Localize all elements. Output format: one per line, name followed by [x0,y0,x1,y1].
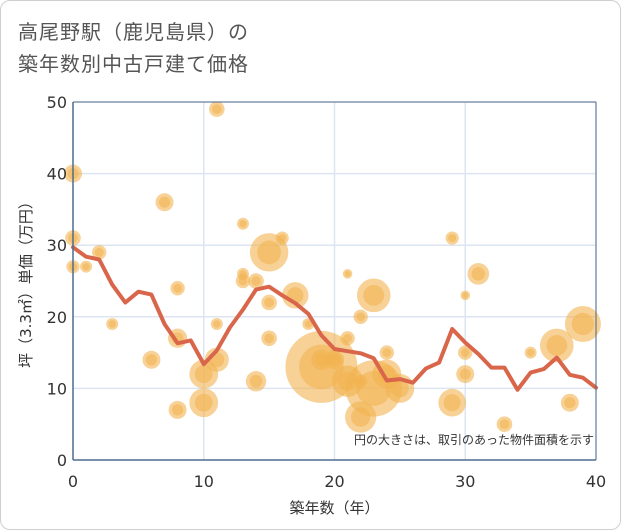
bubble-7 [155,193,174,212]
bubble-12 [189,388,219,418]
bubble-23 [261,330,277,347]
bubble-core [315,353,328,367]
average-line-series [71,245,598,392]
bubble-31 [340,331,355,346]
y-tick-label-5: 50 [47,93,67,112]
bubble-38 [379,345,394,360]
x-tick-label-0: 0 [68,472,78,491]
bubble-core [304,320,313,328]
y-tick-label-0: 0 [57,451,67,470]
bubble-core [264,297,274,308]
bubble-core [546,335,568,356]
bubble-core [278,233,287,243]
bubble-core [238,276,248,286]
bubble-48 [524,346,537,359]
bubble-14 [210,317,223,330]
bubble-core [264,333,274,344]
bubble-47 [496,416,513,433]
bubble-5 [106,317,119,330]
bubble-51 [564,305,601,342]
bubble-19 [248,273,264,289]
chart-title: 高尾野駅（鹿児島県）の 築年数別中古戸建て価格 [18,16,249,80]
bubble-43 [460,290,471,301]
grid-lines [73,101,597,460]
bubble-6 [142,350,161,369]
y-tick-label-3: 30 [47,236,67,255]
bubble-core [249,374,263,388]
bubble-core [526,348,535,357]
bubble-core [82,262,90,271]
bubble-core [471,267,486,281]
bubble-41 [445,231,459,245]
bubble-core [459,368,471,380]
chart-title-line-2: 築年数別中古戸建て価格 [18,52,249,76]
bubble-core [213,320,221,328]
bubble-core [564,397,576,409]
bubble-8 [170,280,185,296]
bubble-core [194,393,213,412]
bubble-core [499,419,510,430]
bubble-core [363,284,385,306]
bubble-50 [560,393,579,412]
bubble-core [173,283,183,293]
bubble-core [443,394,461,412]
chart-title-line-1: 高尾野駅（鹿児島県）の [18,20,249,44]
bubble-22 [261,294,277,311]
bubble-core [239,220,247,228]
y-tick-label-1: 10 [47,379,67,398]
bubble-core [344,270,351,277]
tick-labels: 0 10 20 30 40 0 10 20 30 40 50 [47,93,607,491]
bubble-core [462,292,469,299]
bubble-core [158,196,171,208]
bubble-core [251,276,261,286]
bubble-core [571,312,595,336]
bubble-4 [91,245,107,260]
bubble-3 [80,260,93,273]
bubble-10 [168,400,187,419]
bubble-25 [282,282,309,309]
axes [72,101,597,461]
bubble-18 [235,273,251,289]
bubble-core [390,379,409,398]
bubble-30 [342,269,353,279]
bubble-core [382,348,392,358]
x-tick-label-1: 10 [194,472,214,491]
bubble-core [328,353,341,366]
bubble-46 [467,263,490,285]
bubble-45 [456,365,475,384]
x-tick-label-2: 20 [324,472,344,491]
bubble-42 [438,388,466,417]
bubble-core [94,247,104,257]
x-axis-title: 築年数（年） [289,499,379,517]
bubble-49 [539,328,574,363]
bubble-core [460,348,470,358]
y-tick-label-4: 40 [47,165,67,184]
bubble-core [194,365,213,384]
bubble-24 [275,231,289,245]
bubble-13 [209,101,225,117]
y-axis-title: 坪（3.3㎡）単価（万円） [17,194,35,368]
bubble-core [343,333,353,343]
bubble-core [257,240,282,265]
bubble-20 [245,371,267,392]
bubble-core [172,404,184,416]
bubble-36 [356,278,391,313]
bubble-29 [324,350,345,370]
y-tick-label-2: 20 [47,308,67,327]
size-legend-note: 円の大きさは、取引のあった物件面積を示す [354,432,594,447]
bubble-core [211,104,222,114]
average-price-line [71,245,598,392]
bubble-core [356,312,366,322]
x-tick-label-3: 30 [455,472,475,491]
bubble-core [448,233,457,243]
bubble-core [108,320,116,328]
x-tick-label-4: 40 [586,472,606,491]
bubble-16 [236,217,249,230]
bubble-33 [353,309,368,324]
bubble-core [145,354,158,366]
bubble-44 [458,345,473,360]
